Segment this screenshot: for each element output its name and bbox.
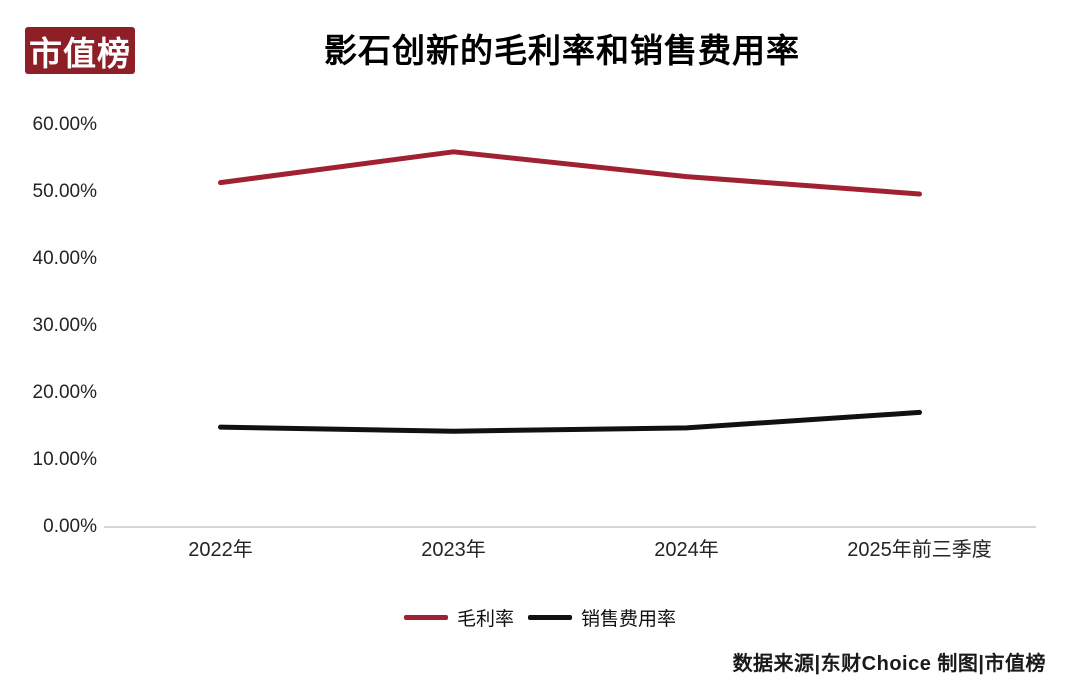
- y-axis-tick-label: 20.00%: [32, 382, 97, 403]
- series-line-0: [218, 149, 922, 197]
- y-axis-tick-label: 30.00%: [32, 315, 97, 336]
- x-axis-category-label: 2024年: [654, 539, 719, 561]
- legend-label: 销售费用率: [581, 609, 677, 630]
- legend-item-1: 销售费用率: [528, 604, 676, 631]
- x-axis-category-label: 2022年: [188, 539, 253, 561]
- x-axis-category-label: 2025年前三季度: [847, 539, 992, 561]
- y-axis-tick-label: 10.00%: [32, 449, 97, 470]
- y-axis-tick-label: 40.00%: [32, 248, 97, 269]
- y-axis-tick-label: 50.00%: [32, 181, 97, 202]
- legend-line-swatch: [528, 615, 572, 620]
- chart-legend: 毛利率 销售费用率: [0, 604, 1080, 631]
- series-line-1: [218, 409, 922, 434]
- legend-line-swatch: [403, 615, 448, 620]
- y-axis-tick-label: 60.00%: [32, 114, 97, 135]
- y-axis-tick-label: 0.00%: [43, 516, 97, 537]
- x-axis-category-label: 2023年: [421, 539, 486, 561]
- chart-title: 影石创新的毛利率和销售费用率: [324, 32, 800, 69]
- brand-logo: 市值榜: [25, 27, 135, 74]
- legend-label: 毛利率: [456, 609, 514, 630]
- source-text: 数据来源|东财Choice 制图|市值榜: [732, 653, 1046, 675]
- brand-logo-text: 市值榜: [29, 34, 131, 72]
- legend-item-0: 毛利率: [403, 604, 514, 631]
